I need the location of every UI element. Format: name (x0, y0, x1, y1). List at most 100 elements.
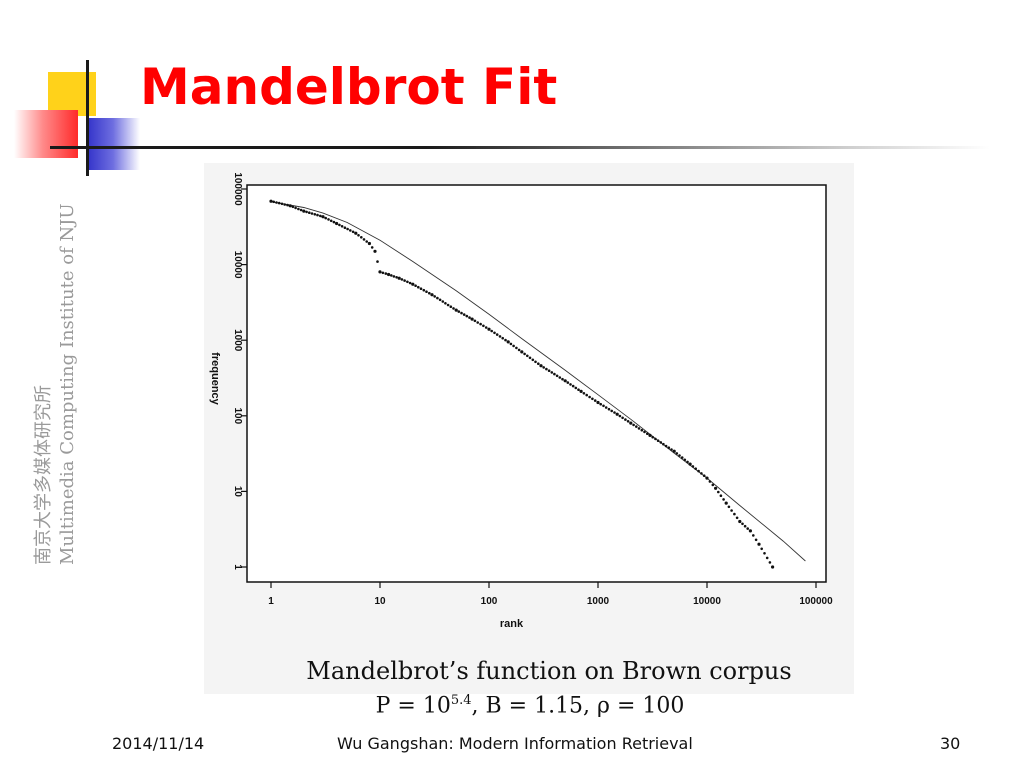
data-point (408, 281, 412, 285)
plot-frame (246, 184, 827, 583)
x-tick-label-1: 10 (374, 596, 386, 607)
data-point (667, 446, 671, 450)
data-point (596, 400, 600, 405)
data-point (680, 456, 684, 459)
data-point (561, 377, 564, 381)
data-point (305, 210, 308, 214)
data-point (316, 213, 319, 217)
data-point (465, 314, 469, 318)
data-point (537, 362, 540, 365)
data-point (531, 358, 535, 362)
data-point (700, 472, 703, 475)
data-point (757, 542, 761, 546)
data-point (624, 418, 627, 421)
data-point (517, 348, 521, 352)
data-point (526, 354, 529, 358)
data-point (735, 516, 739, 520)
data-point (482, 324, 485, 328)
data-point (733, 512, 736, 516)
data-point (604, 406, 608, 409)
data-point (571, 384, 575, 388)
data-point (438, 298, 442, 302)
chart-panel: 1 10 100 1000 10000 100000 1 10 100 1000 10000 1000… (204, 163, 854, 694)
y-tick-label-0: 1 (232, 564, 243, 570)
data-point (602, 404, 605, 408)
data-point (760, 547, 763, 551)
formula-rest: , B = 1.15, ρ = 100 (471, 693, 685, 719)
fit-curve (270, 201, 806, 562)
data-point (460, 311, 463, 315)
data-point (768, 561, 772, 564)
data-point (400, 278, 404, 281)
data-point (479, 322, 482, 326)
data-point (484, 326, 488, 329)
data-point (457, 310, 461, 313)
data-point (582, 392, 586, 395)
data-point (299, 208, 303, 212)
data-point (384, 272, 388, 275)
data-point (569, 383, 572, 386)
data-point (675, 452, 679, 455)
data-point (392, 275, 396, 278)
y-tick-label-1: 10 (232, 486, 243, 498)
data-point (329, 219, 333, 223)
data-point (403, 279, 406, 282)
data-point (702, 474, 706, 478)
data-point (662, 442, 665, 446)
data-point (714, 486, 718, 490)
y-tick-label-3: 1000 (232, 329, 243, 352)
data-point (498, 335, 502, 338)
title-underline (50, 146, 990, 149)
decorative-red-square (14, 110, 78, 158)
data-point (618, 414, 622, 418)
data-point (545, 367, 548, 371)
data-point (297, 207, 300, 211)
data-point (763, 552, 766, 555)
data-point (332, 220, 336, 224)
data-point (473, 319, 477, 323)
data-point (697, 469, 700, 473)
data-point (599, 402, 602, 406)
data-point (338, 223, 341, 227)
data-point (574, 386, 578, 390)
data-point (651, 435, 654, 439)
mandelbrot-chart: 1 10 100 1000 10000 100000 1 10 100 1000 10000 1000… (209, 172, 833, 630)
data-point (523, 352, 526, 356)
y-axis-label: frequency (209, 352, 221, 405)
data-point (308, 211, 311, 214)
data-point (555, 374, 559, 378)
data-point (291, 205, 295, 209)
data-point (615, 412, 619, 416)
page-number: 30 (940, 734, 961, 753)
data-point (542, 366, 545, 369)
data-point (688, 462, 692, 466)
data-point (754, 538, 758, 542)
data-point (643, 430, 646, 434)
data-point (632, 423, 635, 427)
x-tick-label-0: 1 (268, 596, 274, 607)
data-point (430, 293, 434, 297)
data-point (428, 291, 431, 295)
data-point (470, 317, 474, 321)
data-point (351, 230, 355, 234)
data-point (741, 522, 744, 526)
data-point (588, 395, 591, 399)
data-point (610, 409, 613, 413)
data-point (441, 300, 445, 303)
data-point (272, 200, 275, 204)
data-point (487, 327, 491, 331)
formula-text: P = 105.4, B = 1.15, ρ = 100 (300, 693, 760, 718)
x-axis-label: rank (500, 618, 524, 630)
data-point (672, 449, 676, 453)
data-point (319, 214, 322, 218)
data-point (727, 505, 731, 509)
data-point (433, 295, 436, 298)
data-point (509, 342, 513, 346)
y-tick-label-2: 100 (232, 407, 243, 424)
data-point (504, 338, 507, 342)
data-point (365, 240, 368, 243)
data-point (390, 274, 393, 277)
data-point (512, 344, 515, 348)
data-point (591, 397, 594, 401)
data-points (269, 199, 775, 569)
